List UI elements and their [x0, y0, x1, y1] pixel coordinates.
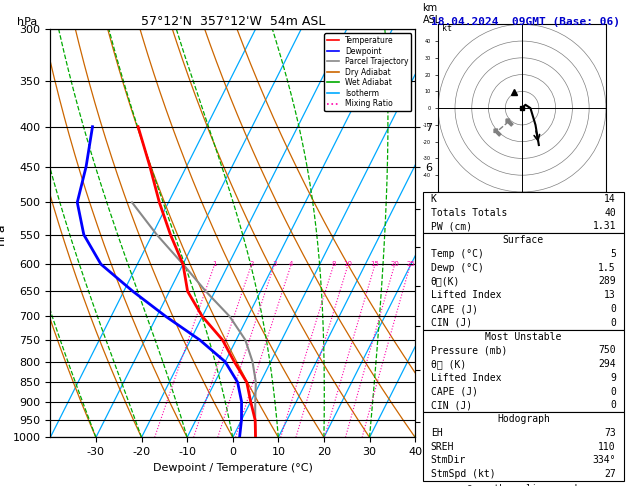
- Text: Hodograph: Hodograph: [497, 414, 550, 424]
- Text: 73: 73: [604, 428, 616, 438]
- Text: 5: 5: [610, 249, 616, 259]
- Text: Surface: Surface: [503, 235, 544, 245]
- Bar: [423, 192, 624, 233]
- Text: 1: 1: [213, 261, 217, 267]
- Text: CAPE (J): CAPE (J): [431, 304, 478, 314]
- Text: 25: 25: [406, 261, 415, 267]
- Text: 20: 20: [391, 261, 399, 267]
- Text: Pressure (mb): Pressure (mb): [431, 346, 507, 355]
- Text: 0: 0: [610, 400, 616, 410]
- Text: 3: 3: [272, 261, 277, 267]
- Text: CAPE (J): CAPE (J): [431, 387, 478, 397]
- Text: 334°: 334°: [593, 455, 616, 466]
- Text: 289: 289: [598, 277, 616, 286]
- Text: 750: 750: [598, 346, 616, 355]
- Text: 1.31: 1.31: [593, 222, 616, 231]
- Text: 9: 9: [610, 373, 616, 383]
- Text: 14: 14: [604, 194, 616, 204]
- Y-axis label: Mixing Ratio (g/kg): Mixing Ratio (g/kg): [452, 187, 462, 279]
- Text: 110: 110: [598, 442, 616, 451]
- X-axis label: Dewpoint / Temperature (°C): Dewpoint / Temperature (°C): [153, 463, 313, 473]
- Text: StmSpd (kt): StmSpd (kt): [431, 469, 496, 479]
- Text: 1.5: 1.5: [598, 263, 616, 273]
- Text: CIN (J): CIN (J): [431, 318, 472, 328]
- Text: Lifted Index: Lifted Index: [431, 373, 501, 383]
- Text: 18.04.2024  09GMT (Base: 06): 18.04.2024 09GMT (Base: 06): [431, 17, 620, 27]
- Text: 10: 10: [343, 261, 353, 267]
- Title: 57°12'N  357°12'W  54m ASL: 57°12'N 357°12'W 54m ASL: [140, 15, 325, 28]
- Text: Lifted Index: Lifted Index: [431, 290, 501, 300]
- Text: θᴇ (K): θᴇ (K): [431, 359, 466, 369]
- Text: Temp (°C): Temp (°C): [431, 249, 484, 259]
- Text: hPa: hPa: [18, 17, 38, 27]
- Text: kt: kt: [442, 24, 452, 33]
- Text: Totals Totals: Totals Totals: [431, 208, 507, 218]
- Text: Dewp (°C): Dewp (°C): [431, 263, 484, 273]
- Text: © weatheronline.co.uk: © weatheronline.co.uk: [467, 484, 580, 486]
- Text: km
ASL: km ASL: [423, 3, 441, 25]
- Text: SREH: SREH: [431, 442, 454, 451]
- Text: PW (cm): PW (cm): [431, 222, 472, 231]
- Text: 0: 0: [610, 318, 616, 328]
- Text: 0: 0: [610, 304, 616, 314]
- Text: Most Unstable: Most Unstable: [485, 331, 562, 342]
- Text: 27: 27: [604, 469, 616, 479]
- Bar: [423, 233, 624, 330]
- Bar: [423, 412, 624, 481]
- Text: 13: 13: [604, 290, 616, 300]
- Legend: Temperature, Dewpoint, Parcel Trajectory, Dry Adiabat, Wet Adiabat, Isotherm, Mi: Temperature, Dewpoint, Parcel Trajectory…: [324, 33, 411, 111]
- Text: K: K: [431, 194, 437, 204]
- Text: θᴇ(K): θᴇ(K): [431, 277, 460, 286]
- Text: CIN (J): CIN (J): [431, 400, 472, 410]
- Text: 15: 15: [370, 261, 379, 267]
- Text: EH: EH: [431, 428, 442, 438]
- Text: 40: 40: [604, 208, 616, 218]
- Text: StmDir: StmDir: [431, 455, 466, 466]
- Bar: [423, 330, 624, 412]
- Text: 0: 0: [610, 387, 616, 397]
- Text: 8: 8: [331, 261, 336, 267]
- Text: 294: 294: [598, 359, 616, 369]
- Y-axis label: hPa: hPa: [0, 222, 7, 244]
- Text: 4: 4: [289, 261, 294, 267]
- Text: 2: 2: [250, 261, 253, 267]
